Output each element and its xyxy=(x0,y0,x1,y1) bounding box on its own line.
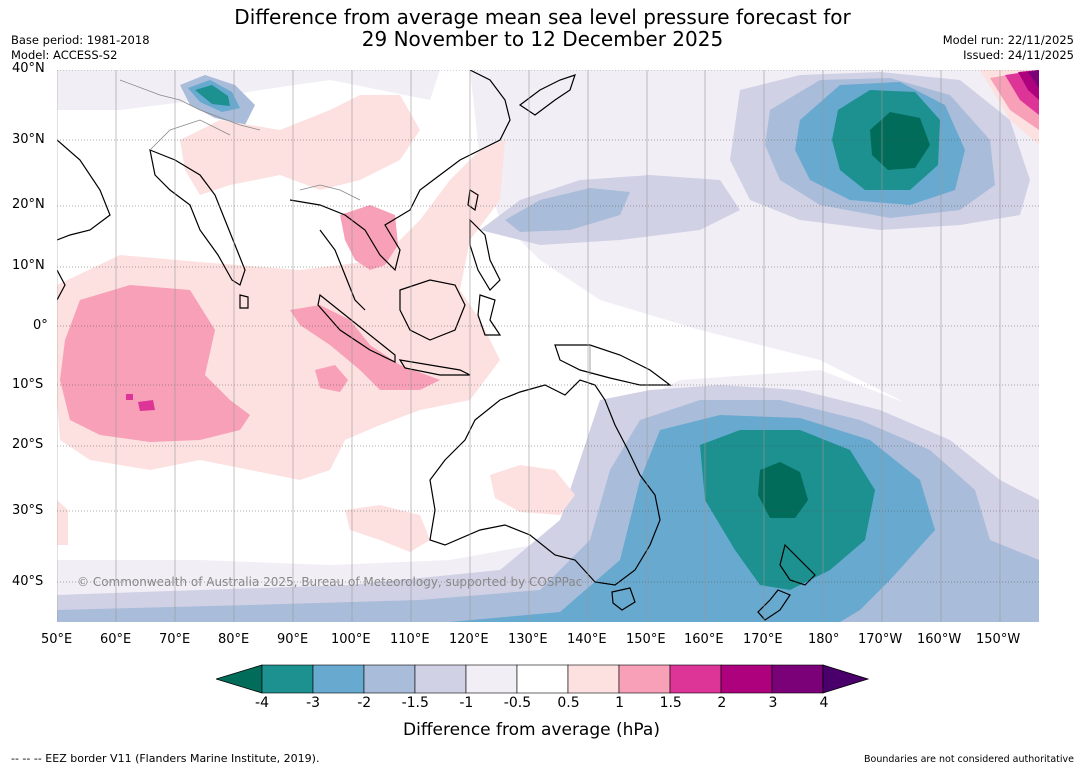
lat-label: 30°S xyxy=(12,503,44,518)
anomaly-pos-0.5-aus xyxy=(490,465,575,515)
colorbar-tick-label: 2 xyxy=(717,695,727,711)
lat-label: 10°N xyxy=(12,258,45,273)
lon-label: 160°E xyxy=(684,632,724,647)
eez-note: -- -- -- EEZ border V11 (Flanders Marine… xyxy=(11,752,320,765)
lon-label: 90°E xyxy=(277,632,309,647)
colorbar-swatch xyxy=(516,664,569,694)
coast-sumatra xyxy=(317,293,396,363)
lon-label: 70°E xyxy=(159,632,191,647)
colorbar-ticks: -4 -3 -2 -1.5 -1 -0.5 0.5 1 1.5 2 3 4 xyxy=(255,695,828,715)
colorbar-tick-label: -4 xyxy=(255,695,269,711)
lon-label: 120°E xyxy=(449,632,489,647)
lon-label: 50°E xyxy=(41,632,73,647)
meridians xyxy=(57,70,1001,622)
colorbar-tick-label: -1.5 xyxy=(401,695,429,711)
coast-tasmania xyxy=(611,587,636,611)
coast-new-zealand xyxy=(779,543,816,586)
colorbar-swatch xyxy=(618,664,671,694)
lat-label: 40°N xyxy=(12,61,45,76)
lon-label: 180° xyxy=(808,632,840,647)
lat-label: 10°S xyxy=(12,377,44,392)
colorbar-label: Difference from average (hPa) xyxy=(403,720,660,740)
lon-label: 170°W xyxy=(858,632,903,647)
lon-label: 80°E xyxy=(218,632,250,647)
colorbar-tick-label: 3 xyxy=(768,695,778,711)
colorbar-swatch xyxy=(720,664,773,694)
anomaly-pos-0.5-asia xyxy=(180,95,420,195)
anomaly-pos-1-indian xyxy=(60,285,250,442)
colorbar-tick-label: -3 xyxy=(306,695,321,711)
anomaly-neg-4-south xyxy=(758,462,808,518)
colorbar-swatch xyxy=(414,664,467,694)
colorbar-swatch xyxy=(567,664,620,694)
colorbar-tick-label: 4 xyxy=(819,695,829,711)
coast-australia xyxy=(429,379,661,586)
colorbar-swatch xyxy=(465,664,518,694)
coast-india xyxy=(149,149,246,286)
model-name: Model: ACCESS-S2 xyxy=(11,48,118,62)
lon-label: 140°E xyxy=(567,632,607,647)
lon-label: 110°E xyxy=(390,632,430,647)
coast-philippines xyxy=(469,218,501,291)
coast-borneo xyxy=(399,279,466,341)
lat-label: 20°N xyxy=(12,197,45,212)
issued-date: Issued: 24/11/2025 xyxy=(963,48,1074,62)
colorbar-tick-label: 1.5 xyxy=(659,695,682,711)
lon-label: 170°E xyxy=(743,632,783,647)
lon-label: 150°E xyxy=(626,632,666,647)
colorbar-tick-label: -2 xyxy=(357,695,372,711)
colorbar-swatch xyxy=(312,664,365,694)
lat-label: 20°S xyxy=(12,437,44,452)
lat-label: 0° xyxy=(33,318,48,333)
coast-japan xyxy=(518,74,576,116)
lon-label: 160°W xyxy=(917,632,962,647)
colorbar-swatch xyxy=(669,664,722,694)
coast-indochina xyxy=(289,70,511,272)
map-title-line1: Difference from average mean sea level p… xyxy=(234,5,851,29)
anomaly-neg-0.5-northwest xyxy=(57,70,440,110)
colorbar-swatch xyxy=(771,664,824,694)
boundaries-note: Boundaries are not considered authoritat… xyxy=(864,754,1074,765)
lat-label: 30°N xyxy=(12,132,45,147)
copyright-notice: © Commonwealth of Australia 2025, Bureau… xyxy=(77,575,583,589)
colorbar xyxy=(216,664,870,694)
lon-label: 130°E xyxy=(508,632,548,647)
colorbar-tick-label: -0.5 xyxy=(503,695,532,711)
colorbar-tick-label: -1 xyxy=(459,695,474,711)
lat-label: 40°S xyxy=(12,574,44,589)
lon-label: 60°E xyxy=(100,632,132,647)
colorbar-tick-label: 0.5 xyxy=(557,695,580,711)
colorbar-swatch xyxy=(363,664,416,694)
colorbar-swatch xyxy=(261,664,314,694)
map-title-line2: 29 November to 12 December 2025 xyxy=(361,27,724,51)
anomaly-neg-4-north xyxy=(870,112,930,170)
lon-label: 100°E xyxy=(331,632,371,647)
base-period: Base period: 1981-2018 xyxy=(11,33,150,47)
colorbar-tick-label: 1 xyxy=(615,695,625,711)
anomaly-neg-1.5-band xyxy=(505,188,630,232)
lon-label: 150°W xyxy=(976,632,1021,647)
pressure-anomaly-map xyxy=(57,70,1039,622)
model-run: Model run: 22/11/2025 xyxy=(942,33,1074,47)
